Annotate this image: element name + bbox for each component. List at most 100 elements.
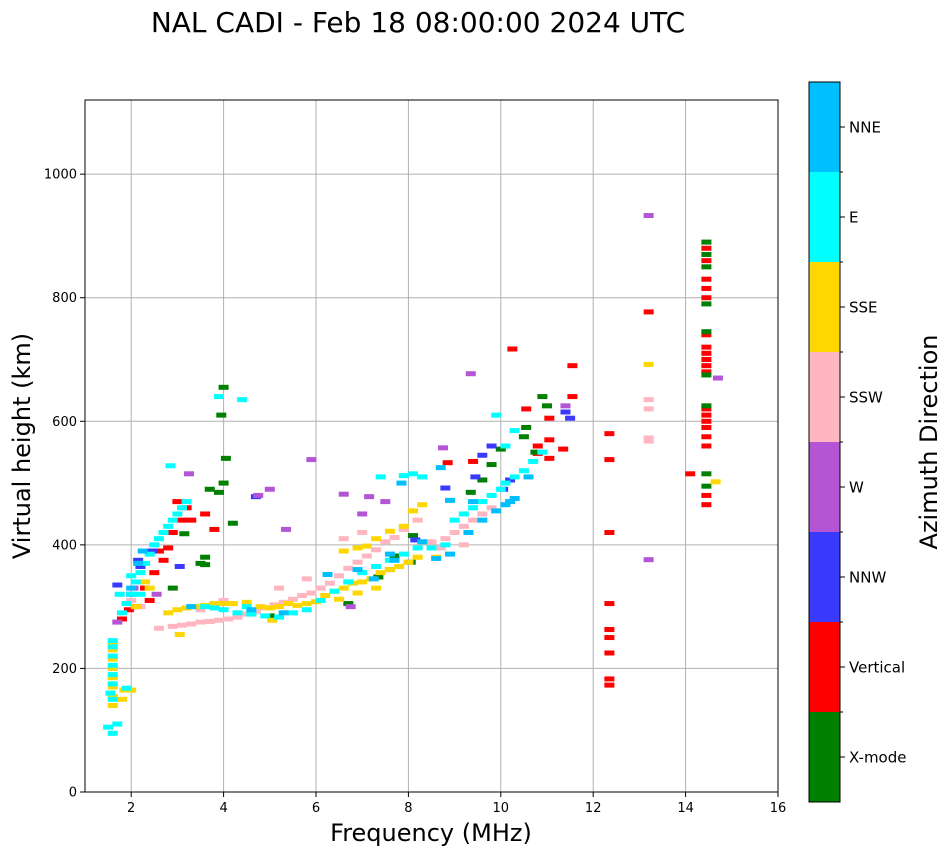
data-point-sse (384, 567, 395, 573)
data-point-ssw (352, 559, 363, 565)
x-tick-label: 2 (127, 801, 135, 816)
data-point-sse (116, 696, 127, 702)
data-point-e (329, 588, 340, 594)
data-point-x-mode (530, 449, 541, 455)
colorbar-segment (809, 82, 840, 172)
data-point-sse (107, 656, 118, 662)
data-point-ssw (357, 530, 368, 535)
data-point-ssw (477, 511, 488, 517)
data-point-nnw (470, 474, 481, 480)
data-point-vertical (604, 457, 615, 463)
data-point-e (500, 480, 511, 486)
data-point-w (380, 499, 391, 505)
data-point-sse (375, 570, 386, 576)
data-point-e (121, 685, 132, 691)
data-point-vertical (701, 406, 712, 412)
data-point-w (264, 486, 275, 492)
data-point-nnw (505, 477, 516, 483)
data-point-vertical (116, 616, 127, 622)
data-point-sse (334, 596, 345, 602)
data-point-nne (322, 572, 333, 578)
data-point-e (417, 474, 428, 480)
data-point-x-mode (218, 480, 229, 486)
colorbar-tick-label: W (849, 479, 864, 497)
data-point-e (153, 536, 164, 542)
data-point-x-mode (213, 489, 224, 495)
data-point-e (509, 428, 520, 434)
data-point-e (116, 610, 127, 616)
data-point-nne (491, 508, 502, 514)
data-point-nne (431, 555, 442, 561)
data-point-e (158, 530, 169, 535)
data-point-e (181, 499, 192, 505)
data-point-w (306, 457, 317, 463)
data-point-w (357, 511, 368, 517)
data-point-ssw (371, 547, 382, 553)
data-point-ssw (177, 622, 188, 628)
data-point-ssw (153, 625, 164, 631)
chart-title: NAL CADI - Feb 18 08:00:00 2024 UTC (151, 6, 685, 39)
data-point-vertical (701, 258, 712, 264)
colorbar-tick-label: NNW (849, 569, 886, 587)
data-point-x-mode (465, 489, 476, 495)
data-point-e (468, 505, 479, 511)
data-point-e (357, 570, 368, 576)
data-point-vertical (544, 437, 555, 443)
data-point-vertical (604, 650, 615, 656)
data-point-nnw (477, 452, 488, 458)
data-point-sse (338, 585, 349, 591)
data-point-nne (463, 530, 474, 535)
x-axis-ticks: 2 4 6 8 10 12 14 16 (127, 792, 786, 816)
data-point-nnw (410, 537, 421, 543)
y-axis-label: Virtual height (km) (8, 333, 36, 559)
x-tick-label: 4 (219, 801, 227, 816)
data-point-e (130, 579, 141, 585)
data-point-sse (107, 693, 118, 699)
data-point-e (107, 644, 118, 650)
data-point-e (315, 597, 326, 603)
data-point-vertical (701, 424, 712, 430)
data-point-e (500, 443, 511, 449)
data-point-sse (107, 641, 118, 647)
colorbar-tick-label: SSE (849, 299, 878, 317)
data-point-sse (384, 528, 395, 534)
data-point-nne (126, 585, 137, 591)
data-point-e (107, 653, 118, 659)
data-point-vertical (604, 682, 615, 688)
data-point-vertical (643, 309, 654, 315)
data-point-nne (477, 517, 488, 523)
data-point-e (167, 517, 178, 523)
data-point-nne (133, 560, 144, 566)
data-point-e (144, 551, 155, 557)
data-point-sse (107, 703, 118, 708)
data-point-e (509, 474, 520, 480)
data-point-vertical (468, 458, 479, 464)
x-tick-label: 6 (312, 801, 320, 816)
data-point-sse (107, 665, 118, 671)
data-point-e (103, 724, 114, 730)
data-point-nne (384, 551, 395, 557)
colorbar-tick-label: NNE (849, 119, 881, 137)
data-point-e (126, 591, 137, 597)
data-point-ssw (186, 621, 197, 627)
data-point-sse (218, 601, 229, 607)
data-point-ssw (643, 397, 654, 403)
colorbar-segment (809, 442, 840, 532)
data-point-x-mode (701, 471, 712, 477)
data-point-e (426, 545, 437, 551)
data-point-x-mode (537, 394, 548, 400)
data-point-x-mode (521, 424, 532, 430)
colorbar-segment (809, 262, 840, 352)
data-point-e (232, 610, 243, 616)
data-point-nne (186, 604, 197, 610)
data-point-sse (361, 543, 372, 549)
colorbar-segment (809, 172, 840, 262)
data-point-nne (505, 499, 516, 505)
data-point-e (274, 614, 285, 620)
data-point-sse (338, 548, 349, 554)
data-point-x-mode (200, 554, 211, 560)
data-point-ssw (361, 553, 372, 559)
data-point-e (209, 605, 220, 611)
data-point-sse (408, 508, 419, 514)
